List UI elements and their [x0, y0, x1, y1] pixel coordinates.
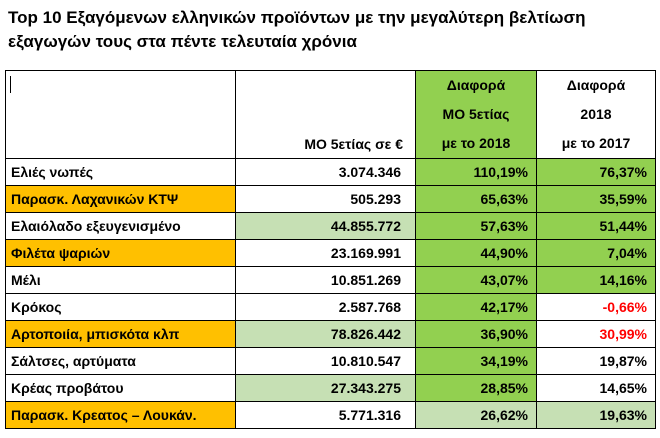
- product-name-cell[interactable]: Μέλι: [5, 266, 236, 295]
- avg-value-cell[interactable]: 3.074.346: [235, 158, 416, 187]
- table-row: Ελιές νωπές 3.074.346 110,19% 76,37%: [5, 158, 656, 187]
- diff-5y-cell[interactable]: 43,07%: [415, 266, 537, 295]
- product-name-cell[interactable]: Παρασκ. Κρεατος – Λουκάν.: [5, 401, 236, 430]
- table-row: Φιλέτα ψαριών 23.169.991 44,90% 7,04%: [5, 239, 656, 268]
- diff-2018-cell[interactable]: 14,16%: [536, 266, 656, 295]
- avg-value-cell[interactable]: 505.293: [235, 185, 416, 214]
- header-diff-5y-line: με το 2018: [441, 135, 511, 152]
- diff-5y-cell[interactable]: 34,19%: [415, 347, 537, 376]
- diff-5y-cell[interactable]: 36,90%: [415, 320, 537, 349]
- avg-value-cell[interactable]: 23.169.991: [235, 239, 416, 268]
- diff-2018-cell[interactable]: 19,87%: [536, 347, 656, 376]
- product-name-cell[interactable]: Κρόκος: [5, 293, 236, 322]
- header-diff-2018-line: 2018: [580, 106, 612, 123]
- avg-value-cell[interactable]: 2.587.768: [235, 293, 416, 322]
- table-row: Παρασκ. Κρεατος – Λουκάν. 5.771.316 26,6…: [5, 401, 656, 430]
- table-row: Μέλι 10.851.269 43,07% 14,16%: [5, 266, 656, 295]
- diff-2018-cell[interactable]: 76,37%: [536, 158, 656, 187]
- avg-value-cell[interactable]: 10.851.269: [235, 266, 416, 295]
- diff-2018-cell[interactable]: 14,65%: [536, 374, 656, 403]
- diff-5y-cell[interactable]: 44,90%: [415, 239, 537, 268]
- products-table: ΜΟ 5ετίας σε € Διαφορά ΜΟ 5ετίας με το 2…: [5, 70, 656, 430]
- diff-5y-cell[interactable]: 65,63%: [415, 185, 537, 214]
- table-row: Κρόκος 2.587.768 42,17% -0,66%: [5, 293, 656, 322]
- table-row: Κρέας προβάτου 27.343.275 28,85% 14,65%: [5, 374, 656, 403]
- header-avg-5y[interactable]: ΜΟ 5ετίας σε €: [235, 70, 416, 160]
- diff-5y-cell[interactable]: 57,63%: [415, 212, 537, 241]
- page-title-line-2: εξαγωγών τους στα πέντε τελευταία χρόνια: [8, 32, 357, 52]
- text-cursor: [10, 76, 11, 94]
- diff-5y-cell[interactable]: 42,17%: [415, 293, 537, 322]
- avg-value-cell[interactable]: 10.810.547: [235, 347, 416, 376]
- product-name-cell[interactable]: Ελαιόλαδο εξευγενισμένο: [5, 212, 236, 241]
- avg-value-cell[interactable]: 78.826.442: [235, 320, 416, 349]
- table-row: Ελαιόλαδο εξευγενισμένο 44.855.772 57,63…: [5, 212, 656, 241]
- avg-value-cell[interactable]: 44.855.772: [235, 212, 416, 241]
- diff-5y-cell[interactable]: 110,19%: [415, 158, 537, 187]
- avg-value-cell[interactable]: 27.343.275: [235, 374, 416, 403]
- diff-2018-cell[interactable]: 19,63%: [536, 401, 656, 430]
- diff-2018-cell[interactable]: 7,04%: [536, 239, 656, 268]
- header-row: ΜΟ 5ετίας σε € Διαφορά ΜΟ 5ετίας με το 2…: [5, 70, 656, 160]
- diff-2018-cell[interactable]: 35,59%: [536, 185, 656, 214]
- product-name-cell[interactable]: Φιλέτα ψαριών: [5, 239, 236, 268]
- table-row: Παρασκ. Λαχανικών ΚΤΨ 505.293 65,63% 35,…: [5, 185, 656, 214]
- header-diff-2018-line: Διαφορά: [566, 77, 626, 94]
- header-diff-5y-line: Διαφορά: [446, 77, 506, 94]
- diff-5y-cell[interactable]: 28,85%: [415, 374, 537, 403]
- header-diff-5y-line: ΜΟ 5ετίας: [442, 106, 510, 123]
- product-name-cell[interactable]: Σάλτσες, αρτύματα: [5, 347, 236, 376]
- product-name-cell[interactable]: Παρασκ. Λαχανικών ΚΤΨ: [5, 185, 236, 214]
- page-title-line-1: Τοp 10 Εξαγόμενων ελληνικών προϊόντων με…: [8, 8, 586, 27]
- table-row: Σάλτσες, αρτύματα 10.810.547 34,19% 19,8…: [5, 347, 656, 376]
- header-empty-cell[interactable]: [5, 70, 236, 160]
- header-diff-5y-2018[interactable]: Διαφορά ΜΟ 5ετίας με το 2018: [415, 70, 537, 160]
- table-row: Αρτοποιία, μπισκότα κλπ 78.826.442 36,90…: [5, 320, 656, 349]
- page-title: Τοp 10 Εξαγόμενων ελληνικών προϊόντων με…: [8, 6, 652, 54]
- product-name-cell[interactable]: Ελιές νωπές: [5, 158, 236, 187]
- diff-5y-cell[interactable]: 26,62%: [415, 401, 537, 430]
- product-name-cell[interactable]: Αρτοποιία, μπισκότα κλπ: [5, 320, 236, 349]
- header-diff-2018-2017[interactable]: Διαφορά 2018 με το 2017: [536, 70, 656, 160]
- diff-2018-cell[interactable]: -0,66%: [536, 293, 656, 322]
- avg-value-cell[interactable]: 5.771.316: [235, 401, 416, 430]
- product-name-cell[interactable]: Κρέας προβάτου: [5, 374, 236, 403]
- header-diff-2018-line: με το 2017: [561, 135, 631, 152]
- diff-2018-cell[interactable]: 30,99%: [536, 320, 656, 349]
- diff-2018-cell[interactable]: 51,44%: [536, 212, 656, 241]
